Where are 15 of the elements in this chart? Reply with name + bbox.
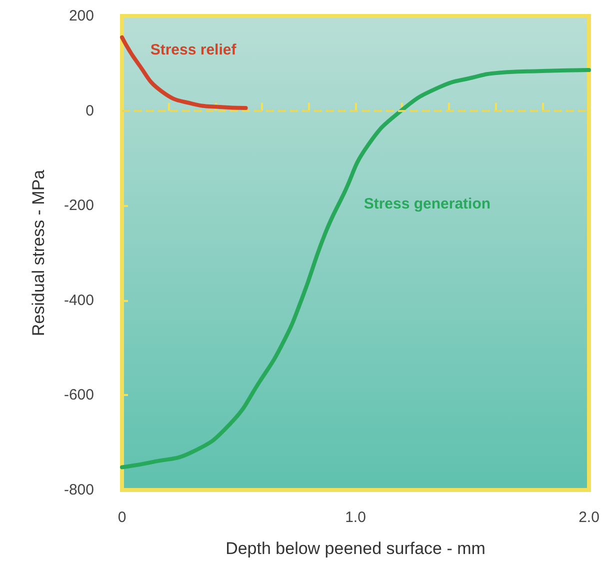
line-series [120, 68, 591, 470]
y-tick-label: -200 [64, 197, 94, 214]
y-tick-label: 0 [86, 102, 94, 120]
y-tick-label: -400 [64, 292, 94, 309]
series-label: Stress generation [364, 195, 491, 212]
y-tick-label: -600 [64, 386, 94, 404]
y-axis-title: Residual stress - MPa [29, 169, 48, 336]
series-label: Stress relief [150, 41, 238, 58]
line-series [120, 35, 248, 110]
x-axis-title: Depth below peened surface - mm [226, 539, 486, 558]
x-tick-label: 2.0 [578, 509, 600, 526]
x-tick-label: 1.0 [345, 509, 366, 526]
y-tick-label: -800 [64, 482, 94, 498]
x-tick-label: 0 [118, 509, 126, 526]
y-tick-label: 200 [68, 8, 94, 24]
